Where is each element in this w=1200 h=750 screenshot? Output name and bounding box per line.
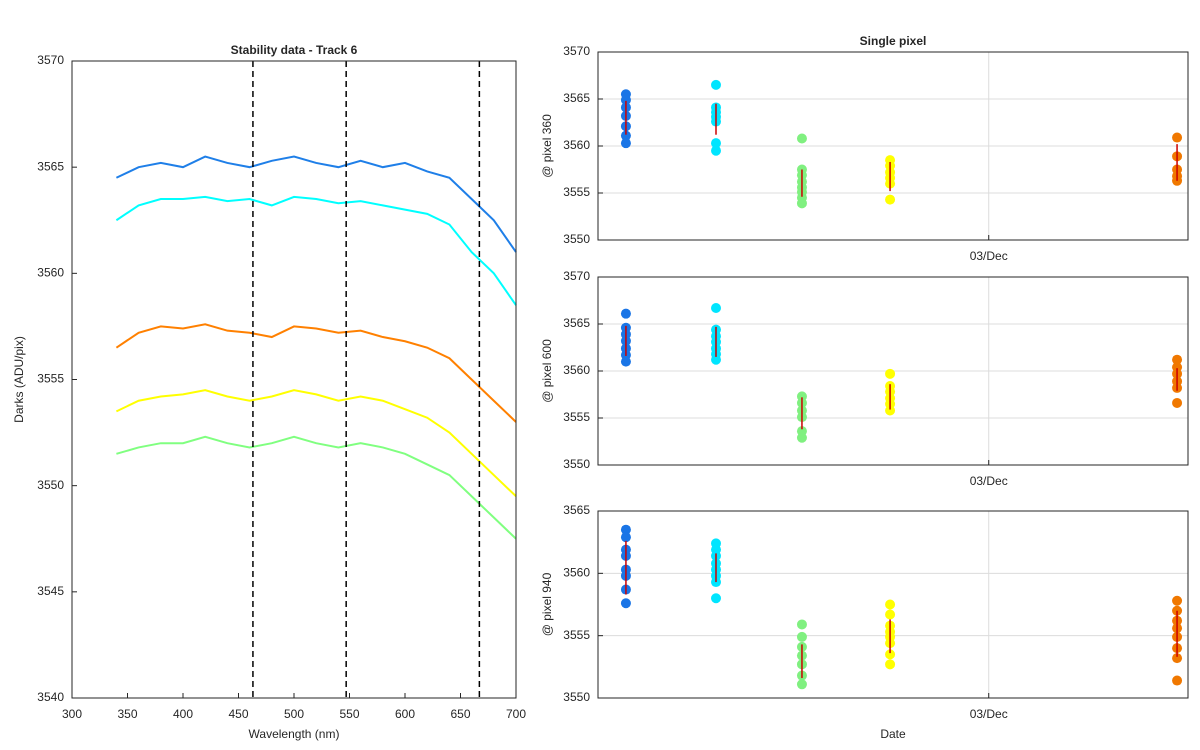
- y-axis-label: @ pixel 600: [540, 339, 554, 403]
- x-tick-label: 03/Dec: [970, 249, 1008, 263]
- y-tick-label: 3560: [37, 266, 64, 280]
- point: [796, 631, 807, 642]
- point: [796, 679, 807, 690]
- y-tick-label: 3550: [563, 232, 590, 246]
- point: [1172, 653, 1183, 664]
- point: [1172, 397, 1183, 408]
- axes-box: [597, 276, 1189, 466]
- point: [885, 405, 896, 416]
- y-tick-label: 3555: [37, 372, 64, 386]
- x-axis-label: Date: [880, 727, 906, 741]
- point: [885, 368, 896, 379]
- axes-box: [71, 60, 517, 699]
- chart-title: Stability data - Track 6: [231, 43, 358, 57]
- point: [885, 649, 896, 660]
- y-tick-label: 3550: [37, 478, 64, 492]
- x-tick-label: 450: [228, 707, 248, 721]
- point: [1172, 595, 1183, 606]
- point: [885, 609, 896, 620]
- y-axis-label: Darks (ADU/pix): [12, 336, 26, 423]
- point: [1172, 675, 1183, 686]
- y-tick-label: 3545: [37, 584, 64, 598]
- y-tick-label: 3570: [37, 53, 64, 67]
- y-tick-label: 3560: [563, 363, 590, 377]
- x-tick-label: 03/Dec: [970, 707, 1008, 721]
- y-tick-label: 3565: [563, 91, 590, 105]
- series-line: [116, 435, 517, 540]
- point: [885, 599, 896, 610]
- y-tick-label: 3570: [563, 44, 590, 58]
- x-tick-label: 350: [117, 707, 137, 721]
- y-tick-label: 3565: [563, 316, 590, 330]
- point: [711, 138, 721, 149]
- point: [620, 308, 631, 319]
- series-line: [115, 195, 517, 306]
- x-axis-label: Wavelength (nm): [249, 727, 340, 741]
- chart-title: Single pixel: [860, 34, 927, 48]
- x-tick-label: 500: [284, 707, 304, 721]
- point: [620, 138, 631, 149]
- axes-box: [597, 51, 1189, 241]
- x-tick-label: 550: [339, 707, 359, 721]
- axes-box: [597, 510, 1189, 699]
- x-tick-label: 600: [395, 707, 415, 721]
- x-tick-label: 400: [173, 707, 193, 721]
- point: [620, 130, 631, 141]
- point: [796, 198, 807, 209]
- point: [885, 659, 896, 670]
- x-tick-label: 700: [506, 707, 526, 721]
- y-tick-label: 3550: [563, 690, 590, 704]
- point: [711, 354, 721, 365]
- point: [796, 133, 807, 144]
- y-tick-label: 3570: [563, 269, 590, 283]
- x-tick-label: 650: [450, 707, 470, 721]
- y-tick-label: 3560: [563, 566, 590, 580]
- point: [620, 598, 631, 609]
- y-axis-label: @ pixel 360: [540, 114, 554, 178]
- y-tick-label: 3540: [37, 690, 64, 704]
- plot-area: [72, 61, 516, 698]
- point: [620, 356, 631, 367]
- point: [711, 303, 721, 314]
- y-tick-label: 3550: [563, 457, 590, 471]
- point: [620, 94, 631, 105]
- point: [1172, 132, 1183, 143]
- point: [620, 532, 631, 543]
- point: [1172, 354, 1183, 365]
- y-tick-label: 3560: [563, 138, 590, 152]
- series-line: [115, 323, 517, 423]
- series-line: [115, 389, 517, 498]
- point: [711, 145, 721, 156]
- series-line: [115, 155, 517, 253]
- point: [711, 79, 721, 90]
- point: [620, 524, 631, 535]
- point: [796, 432, 807, 443]
- y-tick-label: 3565: [37, 159, 64, 173]
- y-tick-label: 3565: [563, 503, 590, 517]
- point: [711, 593, 721, 604]
- x-tick-label: 300: [62, 707, 82, 721]
- x-tick-label: 03/Dec: [970, 474, 1008, 488]
- y-tick-label: 3555: [563, 628, 590, 642]
- y-tick-label: 3555: [563, 410, 590, 424]
- point: [796, 619, 807, 630]
- y-tick-label: 3555: [563, 185, 590, 199]
- y-axis-label: @ pixel 940: [540, 572, 554, 636]
- point: [885, 194, 896, 205]
